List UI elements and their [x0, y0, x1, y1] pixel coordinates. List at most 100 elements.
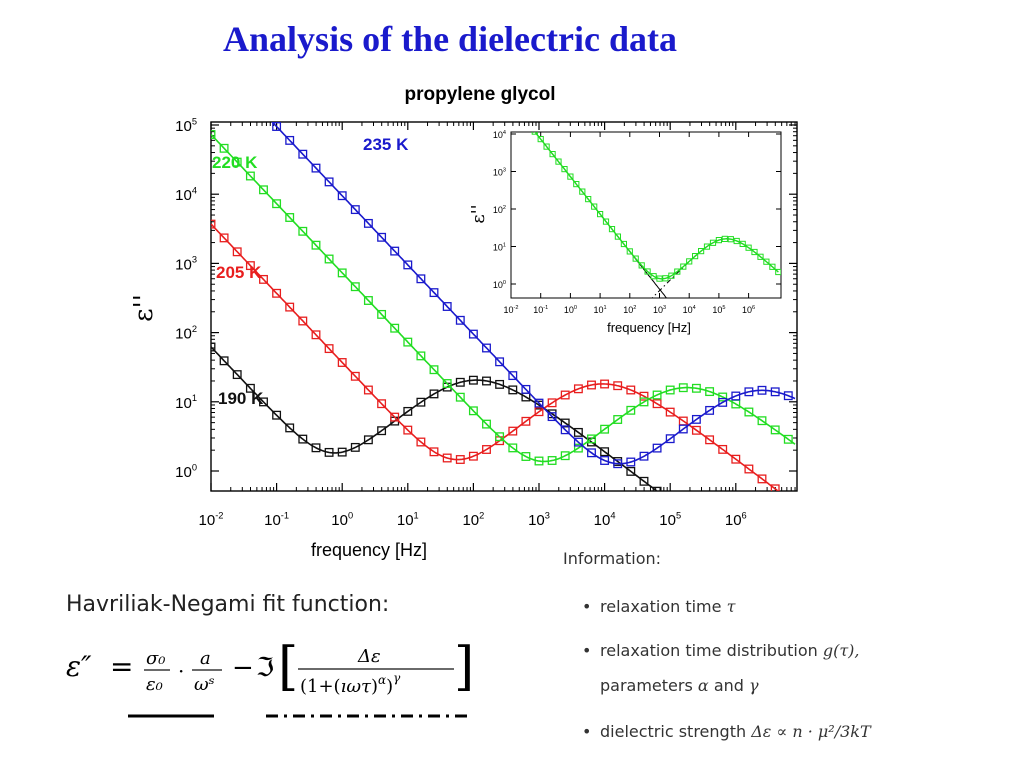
- data-point: [691, 425, 701, 435]
- svg-text:]: ]: [454, 637, 474, 697]
- inset-data-point: [769, 263, 776, 270]
- bullet-dot: •: [582, 597, 592, 616]
- x-tick-label: 100: [331, 510, 353, 529]
- svg-text:a: a: [200, 648, 211, 669]
- data-point: [639, 391, 649, 401]
- data-point: [403, 406, 413, 416]
- inset-data-point: [537, 136, 544, 143]
- data-point: [600, 456, 610, 465]
- data-point: [429, 389, 439, 399]
- inset-x-tick-label: 10-1: [533, 305, 548, 315]
- formula-legend-lines: [128, 714, 470, 718]
- data-point: [232, 370, 242, 380]
- data-point: [245, 383, 255, 393]
- data-point: [652, 399, 662, 409]
- data-point: [770, 387, 780, 397]
- y-tick-label: 103: [175, 255, 197, 274]
- x-tick-label: 101: [397, 510, 419, 529]
- data-point: [337, 358, 347, 367]
- data-point: [652, 443, 662, 453]
- inset-y-tick-label: 104: [493, 130, 506, 140]
- data-point: [547, 456, 557, 465]
- data-point: [600, 379, 610, 389]
- data-point: [350, 205, 360, 215]
- data-point: [508, 385, 518, 395]
- bullet-distribution: • relaxation time distribution g(τ),: [582, 641, 860, 660]
- x-tick-label: 102: [462, 510, 484, 529]
- inset-data-point: [638, 262, 645, 269]
- inset-data-point: [608, 226, 616, 233]
- data-point: [482, 419, 491, 429]
- data-point: [377, 232, 387, 242]
- data-point: [219, 356, 229, 366]
- data-point: [731, 391, 741, 401]
- data-point: [272, 199, 282, 209]
- data-point: [600, 447, 610, 457]
- data-point: [626, 405, 636, 415]
- svg-text:[: [: [278, 637, 298, 697]
- data-point: [770, 484, 780, 491]
- y-tick-label: 100: [175, 462, 197, 481]
- inset-y-tick-label: 102: [493, 205, 506, 215]
- data-point: [613, 381, 623, 391]
- data-point: [416, 274, 426, 284]
- svg-text:=: =: [110, 650, 133, 683]
- inset-data-point: [602, 218, 610, 225]
- data-point: [311, 443, 321, 453]
- data-point: [678, 383, 688, 393]
- data-point: [757, 385, 767, 395]
- data-point: [718, 397, 728, 407]
- data-point: [639, 397, 649, 407]
- svg-text:ε₀: ε₀: [146, 674, 163, 695]
- inset-data-point: [579, 188, 586, 195]
- x-tick-label: 10-1: [264, 510, 289, 529]
- data-point: [639, 451, 649, 461]
- inset-data-point: [745, 244, 752, 251]
- fit-heading: Havriliak-Negami fit function:: [66, 592, 390, 617]
- inset-data-point: [585, 196, 592, 203]
- series-area: [211, 122, 819, 491]
- inset-plot: 10-2 10-1 100 101 102 103 104 105 106 100 101 102 10…: [468, 130, 782, 335]
- inset-data-point: [680, 263, 687, 270]
- data-point: [442, 453, 452, 463]
- main-plot: 10-2 10-1 100 101 102 103 104 105 106 100 101 102 10…: [129, 116, 819, 560]
- svg-text:ε″: ε″: [66, 650, 92, 683]
- inset-data-point: [721, 235, 728, 243]
- data-point: [337, 191, 347, 201]
- data-point: [363, 218, 373, 228]
- x-tick-label: 103: [528, 510, 550, 529]
- series-235k: [271, 122, 819, 469]
- data-point: [245, 171, 255, 181]
- data-point: [573, 427, 583, 437]
- data-point: [691, 383, 701, 393]
- data-point: [731, 454, 741, 464]
- data-point: [811, 455, 819, 463]
- inset-x-tick-label: 104: [683, 305, 696, 315]
- data-point: [455, 455, 465, 464]
- bullet-dot: •: [582, 641, 592, 660]
- inset-data-point: [775, 268, 781, 276]
- data-point: [390, 412, 400, 422]
- inset-data-point: [644, 268, 651, 275]
- data-point: [573, 384, 583, 394]
- data-point: [757, 474, 767, 484]
- hn-formula: ε″ = σ₀ ε₀ · a ωˢ − ℑ [ Δε (1+(ıωτ)α)γ ]: [66, 636, 486, 707]
- data-point: [521, 384, 531, 394]
- data-point: [573, 443, 583, 453]
- inset-x-tick-label: 105: [712, 305, 725, 315]
- data-point: [377, 399, 387, 409]
- data-point: [259, 185, 268, 195]
- data-point: [705, 387, 715, 397]
- data-point: [403, 425, 413, 435]
- data-point: [811, 405, 819, 413]
- data-point: [337, 268, 347, 278]
- inset-series: [531, 132, 781, 298]
- series-190k: [211, 342, 662, 491]
- data-point: [534, 407, 544, 417]
- data-point: [468, 375, 478, 385]
- series-label: 190 K: [218, 389, 264, 408]
- inset-data-point: [692, 253, 699, 260]
- data-point: [211, 130, 216, 139]
- data-point: [311, 240, 321, 250]
